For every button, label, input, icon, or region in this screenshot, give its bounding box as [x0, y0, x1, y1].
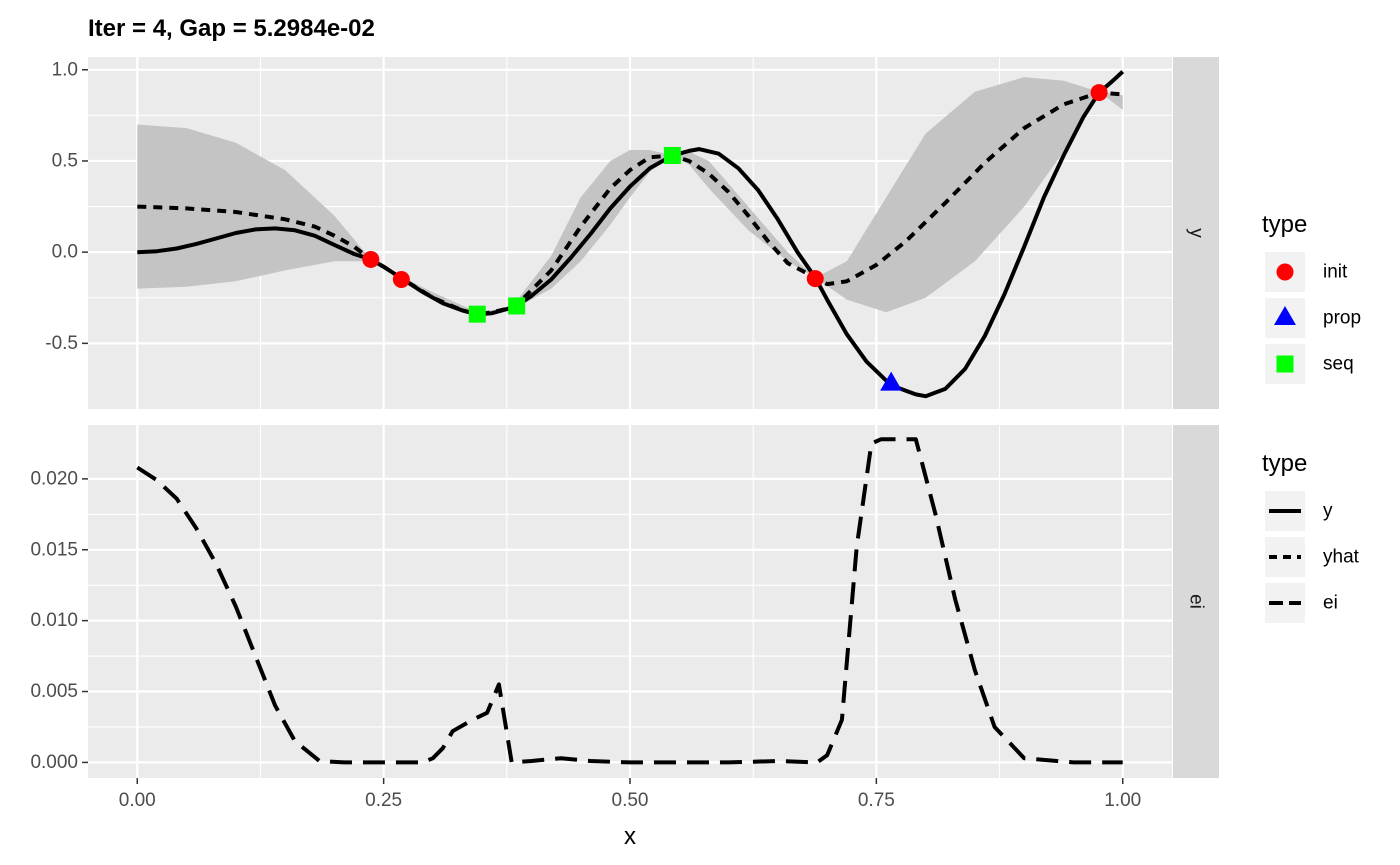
point-init	[392, 271, 410, 289]
strip-label-y: y	[1186, 228, 1207, 238]
legend-marker-init	[1276, 263, 1294, 281]
legend-2: type y yhat ei	[1262, 450, 1360, 623]
legend-label-ei: ei	[1323, 593, 1338, 614]
legend-title: type	[1262, 211, 1307, 238]
point-init	[806, 270, 824, 288]
strip-background	[1173, 425, 1219, 778]
point-prop	[880, 371, 903, 391]
series-line-yhat	[137, 90, 1123, 317]
legends: type init prop seq type y yhat ei	[1262, 211, 1361, 623]
y-tick-label: 0.020	[30, 468, 78, 489]
chart-title: Iter = 4, Gap = 5.2984e-02	[88, 15, 375, 42]
y-tick-label: 0.000	[30, 752, 78, 773]
x-tick-label: 0.25	[365, 790, 402, 811]
panels: y -0.5 0.0 0.5 1.0 ei 0.000 0.005 0.010 0.015 0.02…	[30, 57, 1219, 778]
point-seq	[508, 297, 526, 315]
y-tick-label: 0.010	[30, 610, 78, 631]
x-axis-title: x	[624, 823, 636, 850]
x-tick-label: 0.00	[119, 790, 156, 811]
panel-y: y -0.5 0.0 0.5 1.0	[45, 57, 1219, 409]
legend-label-prop: prop	[1323, 308, 1361, 329]
strip-background	[1173, 57, 1219, 409]
legend-label-y: y	[1323, 501, 1333, 522]
panel-ei: ei 0.000 0.005 0.010 0.015 0.020	[30, 425, 1219, 778]
legend-label-seq: seq	[1323, 354, 1354, 375]
legend-label-init: init	[1323, 262, 1348, 283]
x-tick-label: 0.50	[612, 790, 649, 811]
point-seq	[468, 305, 486, 323]
x-tick-label: 0.75	[858, 790, 895, 811]
y-tick-label: 0.015	[30, 539, 78, 560]
point-init	[362, 250, 380, 268]
y-tick-label: 1.0	[52, 59, 78, 80]
point-seq	[663, 146, 681, 164]
confidence-band	[137, 77, 1123, 316]
legend-title: type	[1262, 450, 1307, 477]
legend-marker-seq	[1276, 355, 1294, 373]
legend-label-yhat: yhat	[1323, 547, 1360, 568]
point-init	[1090, 84, 1108, 102]
x-tick-label: 1.00	[1104, 790, 1141, 811]
x-axis: 0.00 0.25 0.50 0.75 1.00	[119, 778, 1141, 811]
y-tick-label: 0.005	[30, 681, 78, 702]
y-tick-label: 0.5	[52, 150, 78, 171]
y-tick-label: -0.5	[45, 333, 78, 354]
series-line-y	[137, 70, 1125, 399]
legend-1: type init prop seq	[1262, 211, 1361, 384]
y-tick-label: 0.0	[52, 242, 78, 263]
strip-label-ei: ei	[1186, 594, 1207, 609]
series-line-ei	[136, 437, 1123, 765]
legend-marker-prop	[1274, 306, 1296, 325]
